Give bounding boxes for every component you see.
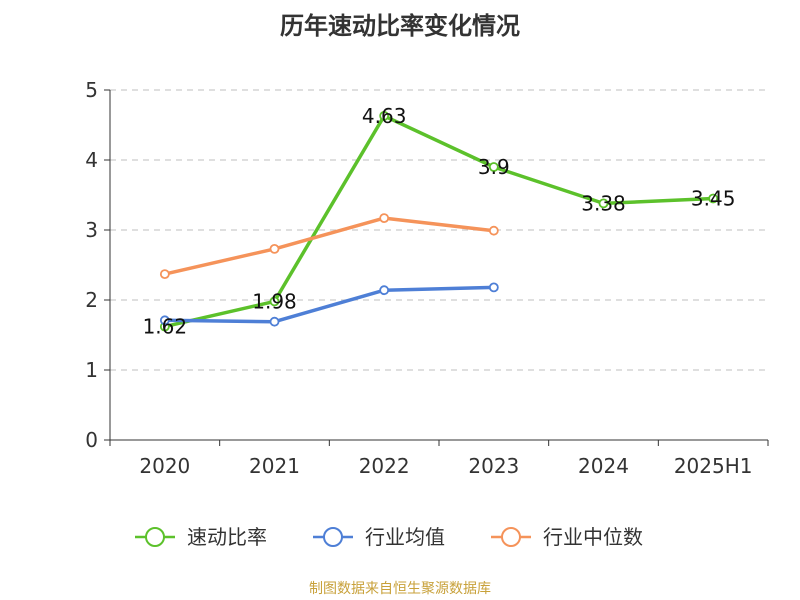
data-label: 3.45 [691,187,736,211]
x-tick-label: 2023 [468,454,519,478]
legend-label: 行业中位数 [543,525,643,549]
data-point [598,198,609,209]
y-tick-label: 1 [85,358,98,382]
series-line [164,114,714,329]
data-label: 1.98 [252,289,297,313]
y-tick-label: 2 [85,288,98,312]
legend-marker [501,527,521,547]
data-point [488,225,499,236]
data-point [269,296,280,307]
data-point [488,162,499,172]
data-point [379,213,390,224]
x-tick-label: 2021 [249,454,300,478]
data-point [488,282,499,293]
x-tick-label: 2025H1 [674,454,753,478]
legend-marker [145,527,165,547]
series-line [164,216,495,276]
data-label: 3.9 [478,155,510,179]
legend-marker [323,527,343,547]
x-tick-label: 2022 [359,454,410,478]
y-tick-label: 0 [85,428,98,452]
legend-label: 行业均值 [365,525,445,549]
data-point [159,269,170,280]
data-point [269,243,280,254]
data-label: 1.62 [143,315,188,339]
data-point [708,193,719,204]
y-tick-label: 4 [85,148,98,172]
y-tick-label: 5 [85,78,98,102]
data-point [269,316,280,327]
series-line [164,285,494,324]
data-label: 4.63 [362,104,407,128]
legend-label: 速动比率 [187,525,267,549]
y-tick-label: 3 [85,218,98,242]
x-tick-label: 2020 [139,454,190,478]
data-point [379,285,390,296]
data-label: 3.38 [581,191,626,215]
x-tick-label: 2024 [578,454,629,478]
source-note: 制图数据来自恒生聚源数据库 [309,581,491,597]
data-point [379,111,390,121]
chart-title: 历年速动比率变化情况 [280,12,520,40]
data-point [159,315,170,326]
